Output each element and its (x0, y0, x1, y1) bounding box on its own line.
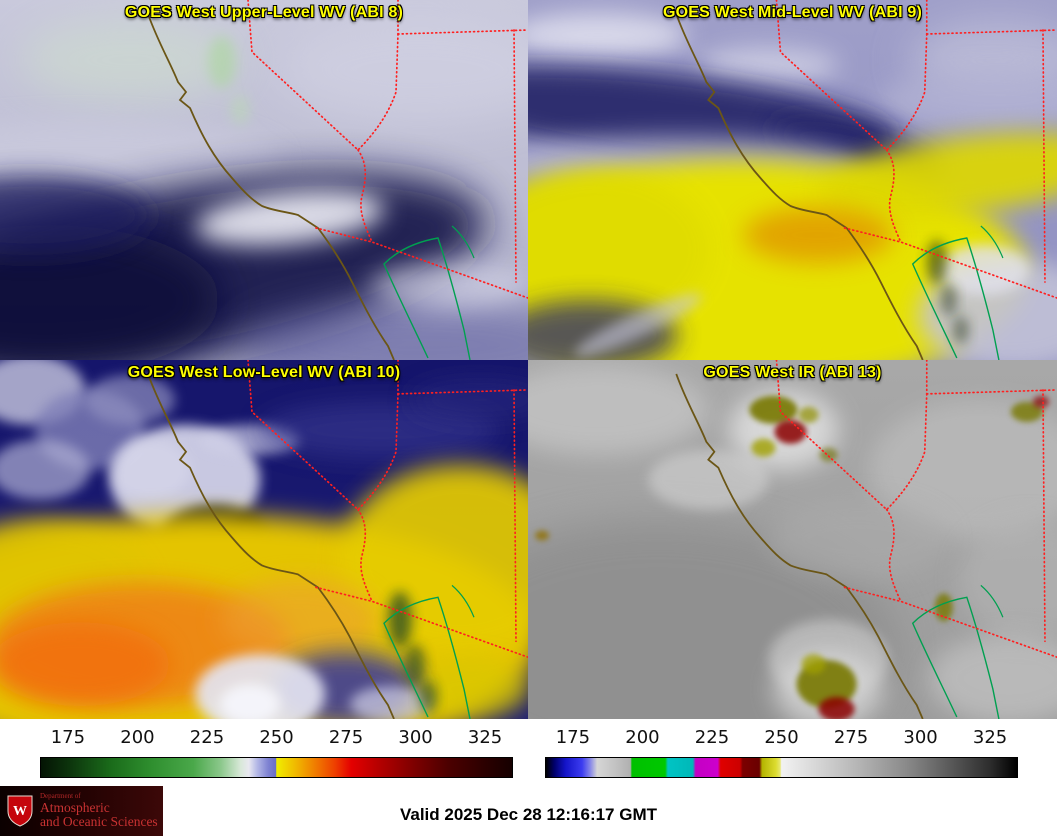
ir-colorbar-ticks: 175 200 225 250 275 300 325 (545, 727, 1018, 751)
colorbar-tick: 225 (694, 727, 730, 748)
wv-colorbar-group: 175 200 225 250 275 300 325 (40, 719, 513, 786)
valid-time-label: Valid 2025 Dec 28 12:16:17 GMT (399, 805, 658, 824)
logo-line1: Atmospheric (40, 799, 110, 815)
wv-colorbar-ticks: 175 200 225 250 275 300 325 (40, 727, 513, 751)
colorbar-tick: 175 (555, 727, 591, 748)
satellite-panel-abi8: GOES West Upper-Level WV (ABI 8) (0, 0, 528, 360)
colorbar-section: 175 200 225 250 275 300 325 175 200 225 … (0, 719, 1057, 786)
colorbar-tick: 275 (328, 727, 364, 748)
abi8-imagery (0, 0, 528, 360)
colorbar-tick: 300 (903, 727, 938, 748)
wv-colorbar (40, 757, 513, 778)
colorbar-tick: 200 (120, 727, 155, 748)
ir-colorbar (545, 757, 1018, 778)
svg-text:W: W (13, 804, 27, 819)
colorbar-tick: 325 (972, 727, 1008, 748)
logo-dept-line: Department of (40, 792, 81, 801)
colorbar-tick: 175 (50, 727, 86, 748)
logo-text-block: Department of Atmospheric and Oceanic Sc… (40, 792, 158, 829)
colorbar-tick: 225 (189, 727, 225, 748)
satellite-panel-abi10: GOES West Low-Level WV (ABI 10) (0, 360, 528, 719)
panel-title-abi9: GOES West Mid-Level WV (ABI 9) (662, 4, 923, 21)
footer: W Department of Atmospheric and Oceanic … (0, 786, 1057, 836)
colorbar-tick: 200 (625, 727, 660, 748)
uw-crest-icon: W (7, 795, 33, 827)
colorbar-tick: 250 (259, 727, 294, 748)
logo-line2: and Oceanic Sciences (40, 813, 158, 829)
panel-title-abi8: GOES West Upper-Level WV (ABI 8) (124, 4, 404, 21)
uw-aos-logo: W Department of Atmospheric and Oceanic … (0, 786, 163, 836)
abi13-imagery (528, 360, 1057, 719)
colorbar-tick: 275 (833, 727, 869, 748)
panel-grid: GOES West Upper-Level WV (ABI 8) (0, 0, 1057, 719)
colorbar-tick: 250 (764, 727, 799, 748)
colorbar-tick: 325 (467, 727, 503, 748)
satellite-panel-abi13: GOES West IR (ABI 13) (528, 360, 1057, 719)
abi9-imagery (528, 0, 1057, 360)
colorbar-tick: 300 (398, 727, 433, 748)
abi10-imagery (0, 360, 528, 719)
panel-title-abi13: GOES West IR (ABI 13) (703, 364, 882, 381)
satellite-panel-abi9: GOES West Mid-Level WV (ABI 9) (528, 0, 1057, 360)
panel-title-abi10: GOES West Low-Level WV (ABI 10) (127, 364, 401, 381)
ir-colorbar-group: 175 200 225 250 275 300 325 (545, 719, 1018, 786)
